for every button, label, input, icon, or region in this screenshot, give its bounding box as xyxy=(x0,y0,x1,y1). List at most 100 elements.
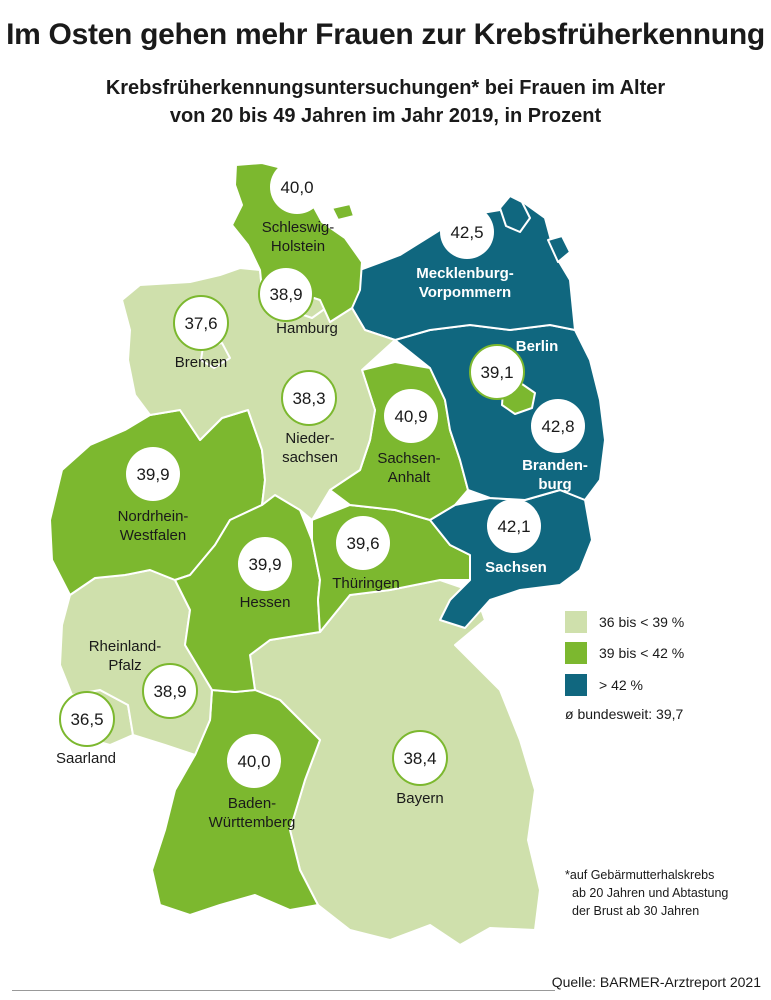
subtitle-line-2: von 20 bis 49 Jahren im Jahr 2019, in Pr… xyxy=(169,105,602,127)
state-label-line-hamburg-1: Hamburg xyxy=(276,320,338,337)
footnote-line-2: ab 20 Jahren und Abtastung xyxy=(572,886,729,900)
state-shape-baden-wuerttemberg xyxy=(151,689,321,916)
island-fehmarn xyxy=(331,203,355,221)
value-text-schleswig-holstein: 40,0 xyxy=(280,178,313,197)
state-label-line-mecklenburg-vorpommern-1: Mecklenburg- xyxy=(416,265,514,282)
value-badge-nordrhein-westfalen: 39,9 xyxy=(126,447,180,501)
value-text-sachsen-anhalt: 40,9 xyxy=(394,407,427,426)
state-label-schleswig-holstein: Schleswig- Holstein xyxy=(262,219,335,255)
value-text-bayern: 38,4 xyxy=(403,749,436,768)
value-badge-schleswig-holstein: 40,0 xyxy=(270,160,324,214)
value-circle-niedersachsen xyxy=(281,370,337,426)
value-text-hamburg: 38,9 xyxy=(269,285,302,304)
state-label-line-rheinland-pfalz-1: Rheinland- xyxy=(89,638,162,655)
state-label-line-saarland-1: Saarland xyxy=(56,750,116,767)
state-label-line-sachsen-1: Sachsen xyxy=(485,559,547,576)
state-label-hamburg: Hamburg xyxy=(276,320,338,337)
value-circle-bayern xyxy=(392,730,448,786)
state-label-line-berlin-1: Berlin xyxy=(516,338,559,355)
map-title: Im Osten gehen mehr Frauen zur Krebsfrüh… xyxy=(6,18,765,51)
value-circle-sachsen xyxy=(487,499,541,553)
value-circle-brandenburg xyxy=(531,399,585,453)
island-usedom xyxy=(547,235,571,263)
value-text-rheinland-pfalz: 38,9 xyxy=(153,682,186,701)
state-label-rheinland-pfalz: Rheinland- Pfalz xyxy=(89,638,162,674)
value-badge-rheinland-pfalz: 38,9 xyxy=(142,663,198,719)
state-label-line-thueringen-1: Thüringen xyxy=(332,575,400,592)
state-label-mecklenburg-vorpommern: Mecklenburg- Vorpommern xyxy=(416,265,514,301)
source-credit: Quelle: BARMER-Arztreport 2021 xyxy=(551,974,761,990)
value-text-nordrhein-westfalen: 39,9 xyxy=(136,465,169,484)
legend-label-medium: 39 bis < 42 % xyxy=(599,645,685,661)
state-label-berlin: Berlin xyxy=(516,338,559,355)
state-label-line-rheinland-pfalz-2: Pfalz xyxy=(108,657,141,674)
state-label-line-brandenburg-2: burg xyxy=(538,476,571,493)
map-subtitle: Krebsfrüherkennungsuntersuchungen* bei F… xyxy=(0,74,771,130)
footnote-line-3: der Brust ab 30 Jahren xyxy=(572,904,700,918)
footnote: *auf Gebärmutterhalskrebs ab 20 Jahren u… xyxy=(565,866,728,920)
value-circle-hamburg xyxy=(258,266,314,322)
state-label-sachsen: Sachsen xyxy=(485,559,547,576)
value-badge-baden-wuerttemberg: 40,0 xyxy=(227,734,281,788)
value-badge-bayern: 38,4 xyxy=(392,730,448,786)
value-circle-schleswig-holstein xyxy=(270,160,324,214)
state-label-line-bremen-1: Bremen xyxy=(175,354,228,371)
value-circle-thueringen xyxy=(336,516,390,570)
legend-item-medium: 39 bis < 42 % xyxy=(565,641,684,665)
value-badge-hamburg: 38,9 xyxy=(258,266,314,322)
legend-label-light: 36 bis < 39 % xyxy=(599,614,685,630)
state-label-line-nordrhein-westfalen-2: Westfalen xyxy=(120,527,186,544)
value-text-sachsen: 42,1 xyxy=(497,517,530,536)
source-divider xyxy=(12,990,555,991)
value-circle-hessen xyxy=(238,537,292,591)
state-label-brandenburg: Branden-burg xyxy=(522,457,588,493)
footnote-line-1: *auf Gebärmutterhalskrebs xyxy=(565,868,715,882)
legend-swatch-medium xyxy=(565,642,587,664)
value-badge-hessen: 39,9 xyxy=(238,537,292,591)
state-shape-mecklenburg-vorpommern xyxy=(351,199,576,341)
state-label-line-nordrhein-westfalen-1: Nordrhein- xyxy=(118,508,189,525)
state-label-line-niedersachsen-1: Nieder- xyxy=(285,430,334,447)
value-circle-sachsen-anhalt xyxy=(384,389,438,443)
subtitle-line-1: Krebsfrüherkennungsuntersuchungen* bei F… xyxy=(105,77,666,99)
value-text-brandenburg: 42,8 xyxy=(541,417,574,436)
value-circle-saarland xyxy=(59,691,115,747)
island-ruegen xyxy=(499,195,531,233)
value-badge-thueringen: 39,6 xyxy=(336,516,390,570)
value-text-hessen: 39,9 xyxy=(248,555,281,574)
value-text-baden-wuerttemberg: 40,0 xyxy=(237,752,270,771)
state-label-saarland: Saarland xyxy=(56,750,116,767)
state-label-bremen: Bremen xyxy=(175,354,228,371)
state-label-line-baden-wuerttemberg-1: Baden- xyxy=(228,795,276,812)
value-badge-sachsen: 42,1 xyxy=(487,499,541,553)
value-circle-berlin xyxy=(469,344,525,400)
value-badge-brandenburg: 42,8 xyxy=(531,399,585,453)
value-badge-sachsen-anhalt: 40,9 xyxy=(384,389,438,443)
value-circle-baden-wuerttemberg xyxy=(227,734,281,788)
value-badge-saarland: 36,5 xyxy=(59,691,115,747)
state-label-line-sachsen-anhalt-2: Anhalt xyxy=(388,469,431,486)
state-label-line-schleswig-holstein-1: Schleswig- xyxy=(262,219,335,236)
state-label-line-hessen-1: Hessen xyxy=(240,594,291,611)
value-badge-mecklenburg-vorpommern: 42,5 xyxy=(440,205,494,259)
state-label-line-brandenburg-1: Branden- xyxy=(522,457,588,474)
state-label-line-mecklenburg-vorpommern-2: Vorpommern xyxy=(419,284,511,301)
legend-item-dark: > 42 % xyxy=(565,673,643,697)
legend-item-light: 36 bis < 39 % xyxy=(565,610,684,634)
state-label-hessen: Hessen xyxy=(240,594,291,611)
value-text-berlin: 39,1 xyxy=(480,363,513,382)
state-label-thueringen: Thüringen xyxy=(332,575,400,592)
legend-label-dark: > 42 % xyxy=(599,677,643,693)
value-circle-mecklenburg-vorpommern xyxy=(440,205,494,259)
state-label-sachsen-anhalt: Sachsen- Anhalt xyxy=(377,450,440,486)
state-label-line-schleswig-holstein-2: Holstein xyxy=(271,238,325,255)
state-label-line-baden-wuerttemberg-2: Württemberg xyxy=(209,814,296,831)
value-text-mecklenburg-vorpommern: 42,5 xyxy=(450,223,483,242)
state-label-nordrhein-westfalen: Nordrhein- Westfalen xyxy=(118,508,189,544)
state-label-niedersachsen: Nieder-sachsen xyxy=(282,430,338,466)
national-average: ø bundesweit: 39,7 xyxy=(565,706,684,722)
value-text-thueringen: 39,6 xyxy=(346,534,379,553)
value-text-niedersachsen: 38,3 xyxy=(292,389,325,408)
value-badge-berlin: 39,1 xyxy=(469,344,525,400)
value-text-saarland: 36,5 xyxy=(70,710,103,729)
